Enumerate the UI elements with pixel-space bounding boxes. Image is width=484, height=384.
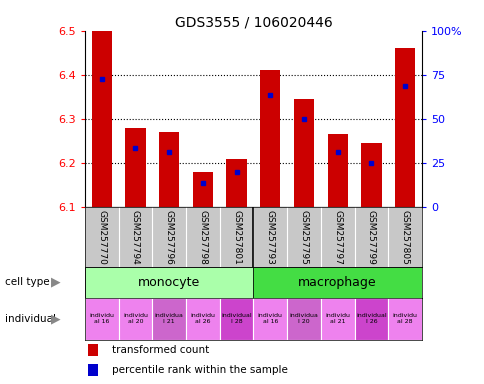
Bar <box>152 298 186 340</box>
Bar <box>192 172 212 207</box>
Text: individu
al 16: individu al 16 <box>257 313 282 324</box>
Bar <box>293 99 314 207</box>
Bar <box>219 298 253 340</box>
Text: individual: individual <box>5 314 56 324</box>
Text: individu
al 16: individu al 16 <box>89 313 114 324</box>
Text: GSM257770: GSM257770 <box>97 210 106 265</box>
Text: individua
l 20: individua l 20 <box>289 313 318 324</box>
Text: macrophage: macrophage <box>298 276 376 289</box>
Text: GSM257805: GSM257805 <box>400 210 409 265</box>
Bar <box>85 298 118 340</box>
Text: GSM257795: GSM257795 <box>299 210 308 265</box>
Bar <box>253 267 421 298</box>
Title: GDS3555 / 106020446: GDS3555 / 106020446 <box>174 16 332 30</box>
Bar <box>387 298 421 340</box>
Bar <box>327 134 347 207</box>
Bar <box>287 298 320 340</box>
Bar <box>320 298 354 340</box>
Text: GSM257798: GSM257798 <box>198 210 207 265</box>
Text: percentile rank within the sample: percentile rank within the sample <box>112 365 287 375</box>
Text: GSM257801: GSM257801 <box>231 210 241 265</box>
Bar <box>118 298 152 340</box>
Text: cell type: cell type <box>5 277 49 287</box>
Bar <box>226 159 246 207</box>
Text: transformed count: transformed count <box>112 345 209 355</box>
Text: individu
al 21: individu al 21 <box>324 313 349 324</box>
Text: individu
al 28: individu al 28 <box>392 313 417 324</box>
Text: monocyte: monocyte <box>138 276 200 289</box>
Bar <box>354 298 387 340</box>
Text: GSM257799: GSM257799 <box>366 210 375 265</box>
Text: individu
al 20: individu al 20 <box>122 313 148 324</box>
Text: ▶: ▶ <box>51 276 60 289</box>
Text: GSM257794: GSM257794 <box>131 210 140 265</box>
Bar <box>85 267 253 298</box>
Text: individual
l 26: individual l 26 <box>355 313 386 324</box>
Bar <box>394 48 414 207</box>
Text: GSM257793: GSM257793 <box>265 210 274 265</box>
Bar <box>91 31 112 207</box>
Text: GSM257797: GSM257797 <box>333 210 342 265</box>
Text: GSM257796: GSM257796 <box>164 210 173 265</box>
Bar <box>88 344 98 356</box>
Bar <box>125 128 145 207</box>
Bar <box>88 364 98 376</box>
Text: individual
l 28: individual l 28 <box>221 313 251 324</box>
Bar <box>159 132 179 207</box>
Text: individua
l 21: individua l 21 <box>154 313 183 324</box>
Bar <box>253 298 287 340</box>
Text: individu
al 26: individu al 26 <box>190 313 215 324</box>
Bar <box>259 71 280 207</box>
Text: ▶: ▶ <box>51 312 60 325</box>
Bar <box>186 298 219 340</box>
Bar <box>361 143 381 207</box>
